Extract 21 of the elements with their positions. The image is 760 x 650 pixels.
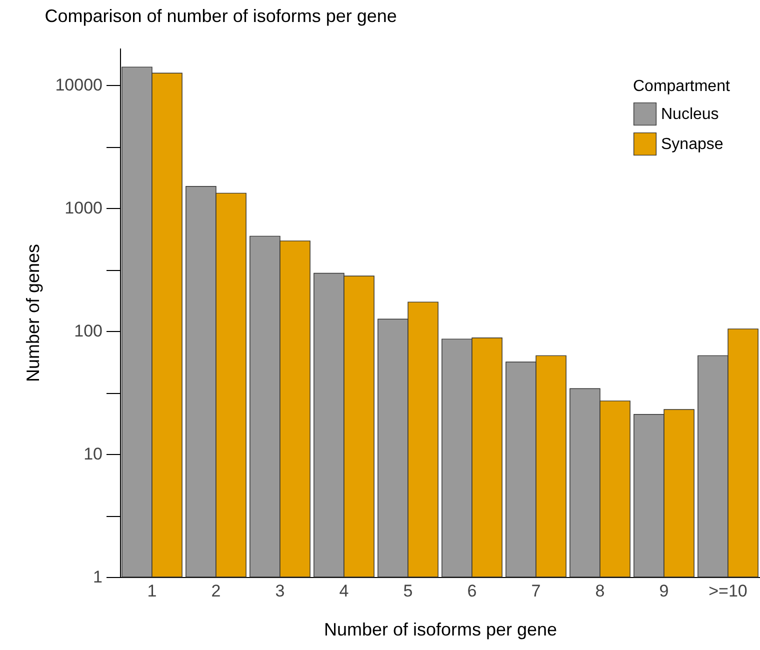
x-tick-label: 2 [211, 582, 221, 600]
x-axis-title: Number of isoforms per gene [324, 620, 558, 640]
x-tick-label: 1 [147, 582, 157, 600]
x-tick-label: 6 [467, 582, 477, 600]
y-axis-title: Number of genes [23, 244, 44, 382]
x-tick-label: 7 [531, 582, 541, 600]
x-tick-label: 9 [659, 582, 669, 600]
y-tick-label: 1 [93, 568, 102, 586]
chart-title: Comparison of number of isoforms per gene [44, 6, 397, 26]
y-tick-label: 10000 [55, 76, 102, 95]
x-tick-label: >=10 [708, 582, 748, 600]
y-tick-label: 10 [84, 444, 102, 464]
y-tick-label: 1000 [64, 198, 102, 218]
x-tick-label: 3 [275, 582, 285, 600]
legend-label: Nucleus [661, 106, 719, 123]
legend-title: Compartment [633, 78, 730, 95]
x-tick-label: 8 [595, 582, 605, 600]
x-tick-label: 4 [339, 582, 349, 600]
y-tick-label: 100 [74, 322, 102, 341]
x-tick-label: 5 [403, 582, 413, 600]
legend-label: Synapse [661, 136, 724, 153]
